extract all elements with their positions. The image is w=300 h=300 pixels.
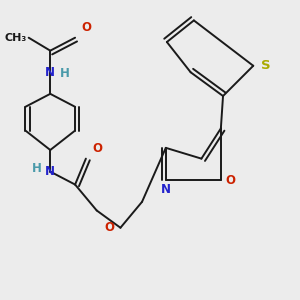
Text: O: O [82, 22, 92, 34]
Text: O: O [92, 142, 102, 155]
Text: O: O [226, 174, 236, 187]
Text: H: H [60, 68, 70, 80]
Text: CH₃: CH₃ [5, 33, 27, 43]
Text: N: N [45, 66, 55, 79]
Text: H: H [32, 162, 42, 175]
Text: N: N [161, 184, 171, 196]
Text: S: S [261, 59, 271, 72]
Text: N: N [45, 165, 55, 178]
Text: O: O [104, 221, 114, 234]
